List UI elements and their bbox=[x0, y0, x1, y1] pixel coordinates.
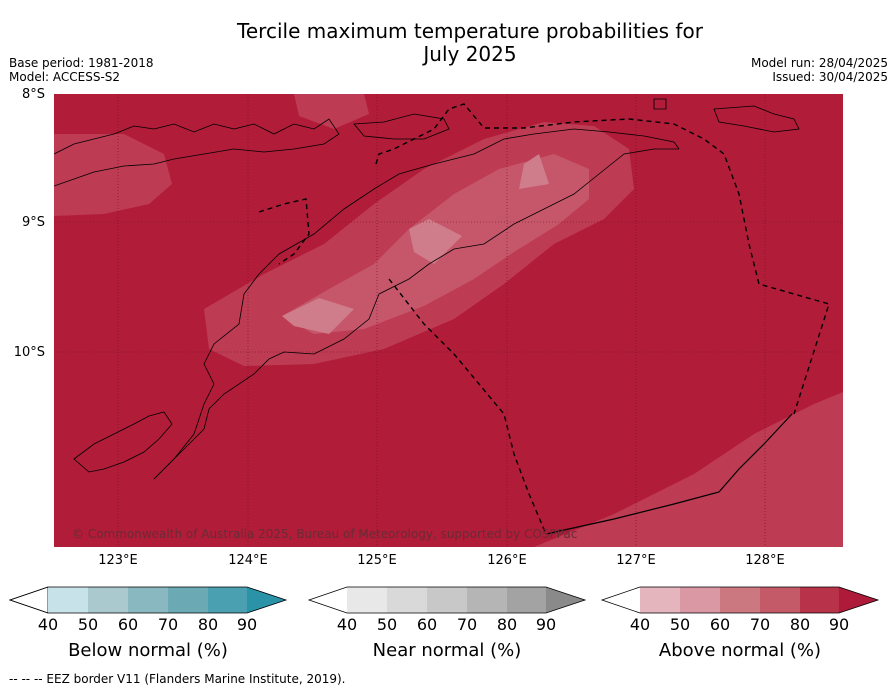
tick-near-50: 50 bbox=[376, 615, 398, 634]
lon-label-126e: 126°E bbox=[487, 553, 527, 568]
colorbar-above-40-50 bbox=[640, 587, 680, 613]
eez-footnote: -- -- -- EEZ border V11 (Flanders Marine… bbox=[9, 672, 346, 686]
copyright-notice: © Commonwealth of Australia 2025, Bureau… bbox=[72, 527, 578, 541]
contour-above-80-north bbox=[294, 94, 369, 129]
colorbar-near-normal bbox=[307, 586, 587, 614]
colorbar-above-high-extend bbox=[839, 587, 878, 613]
colorbar-near-low-extend bbox=[309, 587, 347, 613]
rote-coast bbox=[73, 411, 173, 473]
colorbar-near-70-80 bbox=[467, 587, 507, 613]
tick-above-60: 60 bbox=[709, 615, 731, 634]
coastlines bbox=[54, 98, 800, 480]
legend-label-near-normal: Near normal (%) bbox=[372, 640, 522, 661]
colorbar-below-80-90 bbox=[208, 587, 247, 613]
colorbar-near-60-70 bbox=[427, 587, 467, 613]
lat-label-10s: 10°S bbox=[13, 345, 45, 360]
colorbar-above-low-extend bbox=[602, 587, 640, 613]
issued-date: Issued: 30/04/2025 bbox=[772, 70, 888, 84]
colorbar-below-outline bbox=[8, 586, 288, 614]
base-period: Base period: 1981-2018 bbox=[9, 56, 154, 70]
colorbar-above-normal bbox=[600, 586, 880, 614]
tick-above-70: 70 bbox=[749, 615, 771, 634]
lon-label-123e: 123°E bbox=[98, 553, 138, 568]
model-run: Model run: 28/04/2025 bbox=[750, 56, 888, 70]
model-name: Model: ACCESS-S2 bbox=[9, 70, 121, 84]
contour-above-60-b bbox=[409, 219, 462, 264]
colorbar-above-outline bbox=[600, 586, 880, 614]
meta-left: Base period: 1981-2018 Model: ACCESS-S2 bbox=[9, 56, 154, 84]
lat-label-9s: 9°S bbox=[21, 215, 45, 230]
colorbar-near-40-50 bbox=[347, 587, 387, 613]
tick-above-50: 50 bbox=[669, 615, 691, 634]
colorbar-above-50-60 bbox=[680, 587, 720, 613]
eez-border bbox=[258, 103, 830, 535]
colorbar-below-60-70 bbox=[128, 587, 168, 613]
tick-above-40: 40 bbox=[629, 615, 651, 634]
legend-label-below-normal: Below normal (%) bbox=[68, 640, 228, 661]
eez-border-south bbox=[388, 278, 547, 535]
contour-above-60-a bbox=[282, 298, 354, 334]
timor-coast-north bbox=[153, 148, 679, 480]
lon-label-125e: 125°E bbox=[357, 553, 397, 568]
tick-near-40: 40 bbox=[336, 615, 358, 634]
colorbar-near-high-extend bbox=[546, 587, 585, 613]
colorbar-below-normal bbox=[8, 586, 288, 614]
legend-label-above-normal: Above normal (%) bbox=[658, 640, 822, 661]
title-line-2: July 2025 bbox=[423, 42, 517, 66]
tick-below-70: 70 bbox=[157, 615, 179, 634]
contour-above-80-southeast bbox=[534, 392, 843, 547]
colorbar-near-50-60 bbox=[387, 587, 427, 613]
lon-label-128e: 128°E bbox=[745, 553, 785, 568]
colorbar-below-high-extend bbox=[247, 587, 286, 613]
lat-label-8s: 8°S bbox=[21, 87, 45, 102]
eez-border-west bbox=[258, 198, 310, 265]
gridlines bbox=[54, 94, 843, 547]
colorbar-above-60-70 bbox=[720, 587, 760, 613]
alor-coast bbox=[353, 113, 450, 140]
tick-below-80: 80 bbox=[197, 615, 219, 634]
lon-label-127e: 127°E bbox=[616, 553, 656, 568]
tick-near-80: 80 bbox=[496, 615, 518, 634]
colorbar-above-70-80 bbox=[760, 587, 800, 613]
title-line-1: Tercile maximum temperature probabilitie… bbox=[237, 19, 703, 43]
tick-below-50: 50 bbox=[77, 615, 99, 634]
chart-title: Tercile maximum temperature probabilitie… bbox=[120, 20, 820, 66]
timor-coast-south bbox=[153, 128, 680, 480]
tick-below-60: 60 bbox=[117, 615, 139, 634]
maritime-boundary-solid bbox=[545, 413, 793, 535]
tick-below-40: 40 bbox=[37, 615, 59, 634]
wetar-coast bbox=[653, 98, 800, 133]
contour-above-80-west bbox=[54, 134, 172, 216]
tick-above-90: 90 bbox=[828, 615, 850, 634]
tick-above-80: 80 bbox=[789, 615, 811, 634]
colorbar-below-70-80 bbox=[168, 587, 208, 613]
tick-below-90: 90 bbox=[236, 615, 258, 634]
lon-label-124e: 124°E bbox=[228, 553, 268, 568]
eez-border-main bbox=[375, 103, 830, 415]
probability-map bbox=[54, 94, 843, 547]
tick-near-90: 90 bbox=[535, 615, 557, 634]
colorbar-below-50-60 bbox=[88, 587, 128, 613]
tick-near-70: 70 bbox=[456, 615, 478, 634]
colorbar-near-outline bbox=[307, 586, 587, 614]
flores-coast bbox=[54, 118, 340, 187]
meta-right: Model run: 28/04/2025 Issued: 30/04/2025 bbox=[751, 56, 888, 84]
colorbar-below-40-50 bbox=[48, 587, 88, 613]
colorbar-below-low-extend bbox=[8, 586, 49, 614]
colorbar-near-80-90 bbox=[507, 587, 546, 613]
colorbar-above-80-90 bbox=[800, 587, 839, 613]
tick-near-60: 60 bbox=[416, 615, 438, 634]
contour-above-60-c bbox=[519, 154, 549, 189]
